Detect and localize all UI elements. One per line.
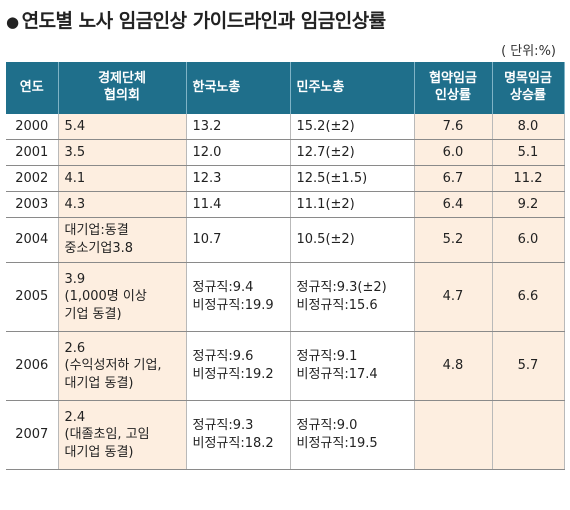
table-row: 2003 4.3 11.4 11.1(±2) 6.4 9.2 (6, 191, 565, 218)
header-negotiated: 협약임금 인상률 (414, 62, 493, 114)
cell-kctu: 정규직:9.0 비정규직:19.5 (290, 400, 415, 470)
header-nominal: 명목임금 상승률 (492, 62, 565, 114)
cell-employer: 3.5 (58, 139, 187, 166)
cell-fktu: 10.7 (186, 217, 291, 263)
cell-kctu: 11.1(±2) (290, 191, 415, 218)
unit-label: ( 단위:%) (501, 44, 556, 59)
table-row: 2000 5.4 13.2 15.2(±2) 7.6 8.0 (6, 114, 565, 140)
cell-employer: 4.1 (58, 165, 187, 192)
cell-negotiated (414, 400, 493, 470)
cell-employer: 2.4 (대졸초임, 고임 대기업 동결) (58, 400, 187, 470)
wage-table: 연도 경제단체 협의회 한국노총 민주노총 협약임금 인상률 명목임금 상승률 200… (6, 62, 565, 470)
table-row: 2007 2.4 (대졸초임, 고임 대기업 동결) 정규직:9.3 비정규직:18.2 정… (6, 400, 565, 470)
cell-nominal (492, 400, 565, 470)
cell-nominal: 8.0 (492, 114, 565, 140)
cell-year: 2002 (6, 165, 59, 192)
cell-year: 2004 (6, 217, 59, 263)
cell-kctu: 정규직:9.1 비정규직:17.4 (290, 331, 415, 401)
header-fktu: 한국노총 (186, 62, 291, 114)
table-row: 2004 대기업:동결 중소기업3.8 10.7 10.5(±2) 5.2 6.0 (6, 217, 565, 263)
cell-employer: 대기업:동결 중소기업3.8 (58, 217, 187, 263)
cell-fktu: 정규직:9.6 비정규직:19.2 (186, 331, 291, 401)
table-row: 2005 3.9 (1,000명 이상 기업 동결) 정규직:9.4 비정규직:19.9 정… (6, 262, 565, 332)
cell-negotiated: 4.8 (414, 331, 493, 401)
cell-nominal: 6.6 (492, 262, 565, 332)
cell-nominal: 9.2 (492, 191, 565, 218)
cell-kctu: 12.5(±1.5) (290, 165, 415, 192)
table-row: 2006 2.6 (수익성저하 기업, 대기업 동결) 정규직:9.6 비정규직:19.2… (6, 331, 565, 401)
cell-nominal: 5.7 (492, 331, 565, 401)
table-row: 2001 3.5 12.0 12.7(±2) 6.0 5.1 (6, 139, 565, 166)
cell-negotiated: 6.0 (414, 139, 493, 166)
cell-kctu: 15.2(±2) (290, 114, 415, 140)
cell-employer: 5.4 (58, 114, 187, 140)
cell-negotiated: 4.7 (414, 262, 493, 332)
title-text: 연도별 노사 임금인상 가이드라인과 임금인상률 (21, 10, 387, 32)
cell-nominal: 5.1 (492, 139, 565, 166)
header-kctu: 민주노총 (290, 62, 415, 114)
page-title: ● 연도별 노사 임금인상 가이드라인과 임금인상률 (6, 6, 386, 33)
cell-negotiated: 6.4 (414, 191, 493, 218)
cell-employer: 2.6 (수익성저하 기업, 대기업 동결) (58, 331, 187, 401)
cell-employer: 4.3 (58, 191, 187, 218)
header-row: 연도 경제단체 협의회 한국노총 민주노총 협약임금 인상률 명목임금 상승률 (6, 62, 565, 114)
bullet-icon: ● (6, 13, 19, 31)
cell-fktu: 정규직:9.3 비정규직:18.2 (186, 400, 291, 470)
cell-year: 2006 (6, 331, 59, 401)
cell-fktu: 정규직:9.4 비정규직:19.9 (186, 262, 291, 332)
cell-employer: 3.9 (1,000명 이상 기업 동결) (58, 262, 187, 332)
cell-fktu: 11.4 (186, 191, 291, 218)
cell-kctu: 12.7(±2) (290, 139, 415, 166)
cell-negotiated: 6.7 (414, 165, 493, 192)
cell-year: 2001 (6, 139, 59, 166)
header-year: 연도 (6, 62, 59, 114)
cell-year: 2000 (6, 114, 59, 140)
cell-year: 2005 (6, 262, 59, 332)
cell-year: 2003 (6, 191, 59, 218)
cell-nominal: 11.2 (492, 165, 565, 192)
header-employer-text: 경제단체 협의회 (98, 71, 146, 103)
table-row: 2002 4.1 12.3 12.5(±1.5) 6.7 11.2 (6, 165, 565, 192)
cell-kctu: 정규직:9.3(±2) 비정규직:15.6 (290, 262, 415, 332)
cell-negotiated: 5.2 (414, 217, 493, 263)
header-employer: 경제단체 협의회 (58, 62, 187, 114)
cell-fktu: 12.3 (186, 165, 291, 192)
cell-nominal: 6.0 (492, 217, 565, 263)
cell-kctu: 10.5(±2) (290, 217, 415, 263)
cell-negotiated: 7.6 (414, 114, 493, 140)
cell-year: 2007 (6, 400, 59, 470)
cell-fktu: 13.2 (186, 114, 291, 140)
cell-fktu: 12.0 (186, 139, 291, 166)
